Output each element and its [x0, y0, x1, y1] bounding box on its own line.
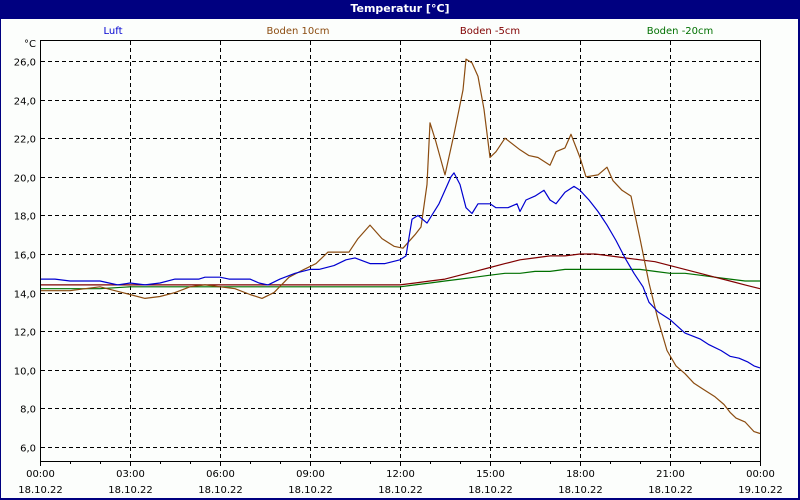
x-tick-time: 21:00 — [656, 469, 685, 480]
x-tick-date: 18.10.22 — [18, 485, 63, 496]
legend-luft: Luft — [104, 26, 123, 37]
x-tick-date: 18.10.22 — [108, 485, 153, 496]
y-tick-label: 12,0 — [14, 328, 36, 339]
x-tick-time: 09:00 — [296, 469, 325, 480]
legend-boden-5cm: Boden -5cm — [460, 26, 520, 37]
legend-boden-20cm: Boden -20cm — [647, 26, 714, 37]
y-tick-label: 20,0 — [14, 174, 36, 185]
series-line-boden-10cm — [40, 58, 761, 435]
x-tick-time: 06:00 — [206, 469, 235, 480]
x-tick-time: 03:00 — [116, 469, 145, 480]
y-axis-ticks: 26,0 24,0 22,0 20,0 18,0 16,0 14,0 12,0 10,0 8,0 6… — [14, 58, 36, 455]
series-lines — [40, 58, 761, 435]
x-tick-time: 12:00 — [386, 469, 415, 480]
legend: Luft Boden 10cm Boden -5cm Boden -20cm — [104, 26, 714, 37]
x-tick-time: 00:00 — [26, 469, 55, 480]
x-tick-date: 18.10.22 — [648, 485, 693, 496]
x-tick-time: 00:00 — [746, 469, 775, 480]
series-line-boden-5cm — [40, 253, 761, 290]
x-tick-date: 18.10.22 — [198, 485, 243, 496]
legend-boden-10cm: Boden 10cm — [267, 26, 330, 37]
series-line-luft — [40, 172, 761, 369]
y-tick-label: 18,0 — [14, 212, 36, 223]
y-axis-unit: °C — [24, 39, 36, 50]
y-tick-label: 22,0 — [14, 135, 36, 146]
y-tick-label: 6,0 — [20, 444, 36, 455]
x-tick-date: 19.10.22 — [738, 485, 783, 496]
y-tick-label: 14,0 — [14, 290, 36, 301]
x-axis-ticks: 00:00 18.10.22 03:00 18.10.22 06:00 18.10.22 0… — [18, 461, 783, 496]
chart-panel — [1, 19, 798, 498]
x-tick-date: 18.10.22 — [558, 485, 603, 496]
y-tick-label: 16,0 — [14, 251, 36, 262]
x-tick-time: 18:00 — [566, 469, 595, 480]
y-tick-label: 8,0 — [20, 405, 36, 416]
grid — [41, 41, 760, 461]
plot-frame — [40, 40, 761, 462]
x-tick-time: 15:00 — [476, 469, 505, 480]
x-tick-date: 18.10.22 — [288, 485, 333, 496]
y-tick-label: 24,0 — [14, 97, 36, 108]
x-tick-date: 18.10.22 — [378, 485, 423, 496]
x-tick-date: 18.10.22 — [468, 485, 513, 496]
chart-title: Temperatur [°C] — [350, 2, 450, 15]
y-tick-label: 26,0 — [14, 58, 36, 69]
y-tick-label: 10,0 — [14, 367, 36, 378]
